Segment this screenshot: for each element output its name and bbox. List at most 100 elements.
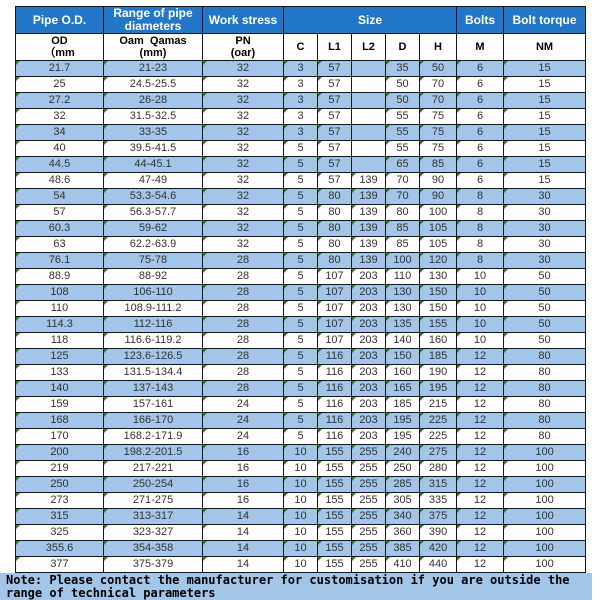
table-row: 21.7 21-23 32 3 57 35 50 6 15 [15,60,587,77]
subheader-oam-qamas: Oam Qamas (mm) [103,33,203,61]
table-cell: 106-110 [103,284,203,301]
green-triangle-icon [318,381,322,385]
green-triangle-icon [457,205,462,209]
table-cell: 15 [503,60,587,77]
table-cell: 203 [351,364,386,381]
green-triangle-icon [386,333,390,337]
green-triangle-icon [318,333,322,337]
table-cell: 30 [503,252,587,269]
green-triangle-icon [352,285,356,289]
table-cell: 30 [503,188,587,205]
green-triangle-icon [504,269,509,273]
green-triangle-icon [104,189,108,193]
table-cell: 5 [283,140,318,157]
table-cell: 217-221 [103,460,203,477]
header-sub-row: OD （mm Oam Qamas (mm) PN (oar) C L1 L2 D… [15,33,587,61]
table-cell: 131.5-134.4 [103,364,203,381]
table-cell: 157-161 [103,396,203,413]
table-cell: 85 [385,236,420,253]
green-triangle-icon [457,397,462,401]
table-cell: 5 [283,396,318,413]
table-cell: 10 [283,492,318,509]
green-triangle-icon [457,285,462,289]
table-cell: 410 [385,556,420,573]
green-triangle-icon [284,173,288,177]
table-cell: 315 [15,508,104,525]
green-triangle-icon [420,445,424,449]
table-cell: 50 [503,316,587,333]
green-triangle-icon [504,317,509,321]
table-cell: 198.2-201.5 [103,444,203,461]
green-triangle-icon [504,285,509,289]
green-triangle-icon [420,61,424,65]
table-cell: 140 [385,332,420,349]
table-body: 21.7 21-23 32 3 57 35 50 6 15 25 24.5-25.5 32 3 57 50 7… [15,60,587,573]
table-cell: 56.3-57.7 [103,204,203,221]
table-cell: 16 [202,492,284,509]
green-triangle-icon [16,461,20,465]
table-cell: 355.6 [15,540,104,557]
table-cell: 44-45.1 [103,156,203,173]
table-cell: 70 [418,76,458,93]
green-triangle-icon [284,253,288,257]
green-triangle-icon [203,109,207,113]
table-cell: 137-143 [103,380,203,397]
table-cell: 107 [317,332,352,349]
table-cell: 8 [456,220,505,237]
green-triangle-icon [16,301,20,305]
green-triangle-icon [203,445,207,449]
green-triangle-icon [104,173,108,177]
table-cell: 139 [351,188,386,205]
green-triangle-icon [457,541,462,545]
table-cell: 16 [202,460,284,477]
green-triangle-icon [203,429,207,433]
table-cell: 123.6-126.5 [103,348,203,365]
table-cell: 215 [418,396,458,413]
table-row: 76.1 75-78 28 5 80 139 100 120 8 30 [15,252,587,269]
table-cell: 203 [351,396,386,413]
table-cell: 10 [456,268,505,285]
green-triangle-icon [104,269,108,273]
table-cell: 203 [351,412,386,429]
green-triangle-icon [203,557,207,561]
green-triangle-icon [504,189,509,193]
table-row: 27.2 26-28 32 3 57 50 70 6 15 [15,92,587,109]
table-cell: 420 [418,540,458,557]
table-cell: 108.9-111.2 [103,300,203,317]
header-bolt-torque: Bolt torque [503,6,587,34]
table-cell: 85 [418,156,458,173]
table-cell: 8 [456,252,505,269]
table-cell: 24.5-25.5 [103,76,203,93]
subheader-l1: L1 [317,33,352,61]
green-triangle-icon [318,205,322,209]
table-cell: 62.2-63.9 [103,236,203,253]
table-cell: 15 [503,76,587,93]
table-cell: 28 [202,268,284,285]
green-triangle-icon [203,477,207,481]
green-triangle-icon [420,365,424,369]
green-triangle-icon [457,317,462,321]
table-cell: 203 [351,332,386,349]
green-triangle-icon [352,205,356,209]
green-triangle-icon [16,509,20,513]
green-triangle-icon [386,285,390,289]
table-cell: 116.6-119.2 [103,332,203,349]
table-cell: 26-28 [103,92,203,109]
table-row: 34 33-35 32 3 57 55 75 6 15 [15,124,587,141]
table-cell: 6 [456,108,505,125]
table-cell: 55 [385,140,420,157]
green-triangle-icon [504,221,509,225]
green-triangle-icon [386,461,390,465]
table-cell: 50 [503,300,587,317]
green-triangle-icon [284,333,288,337]
green-triangle-icon [318,253,322,257]
green-triangle-icon [16,237,20,241]
table-cell: 8 [456,236,505,253]
green-triangle-icon [420,77,424,81]
table-cell: 57 [317,76,352,93]
table-cell: 150 [418,300,458,317]
table-cell: 75 [418,108,458,125]
table-cell: 255 [351,540,386,557]
green-triangle-icon [318,493,322,497]
green-triangle-icon [104,333,108,337]
